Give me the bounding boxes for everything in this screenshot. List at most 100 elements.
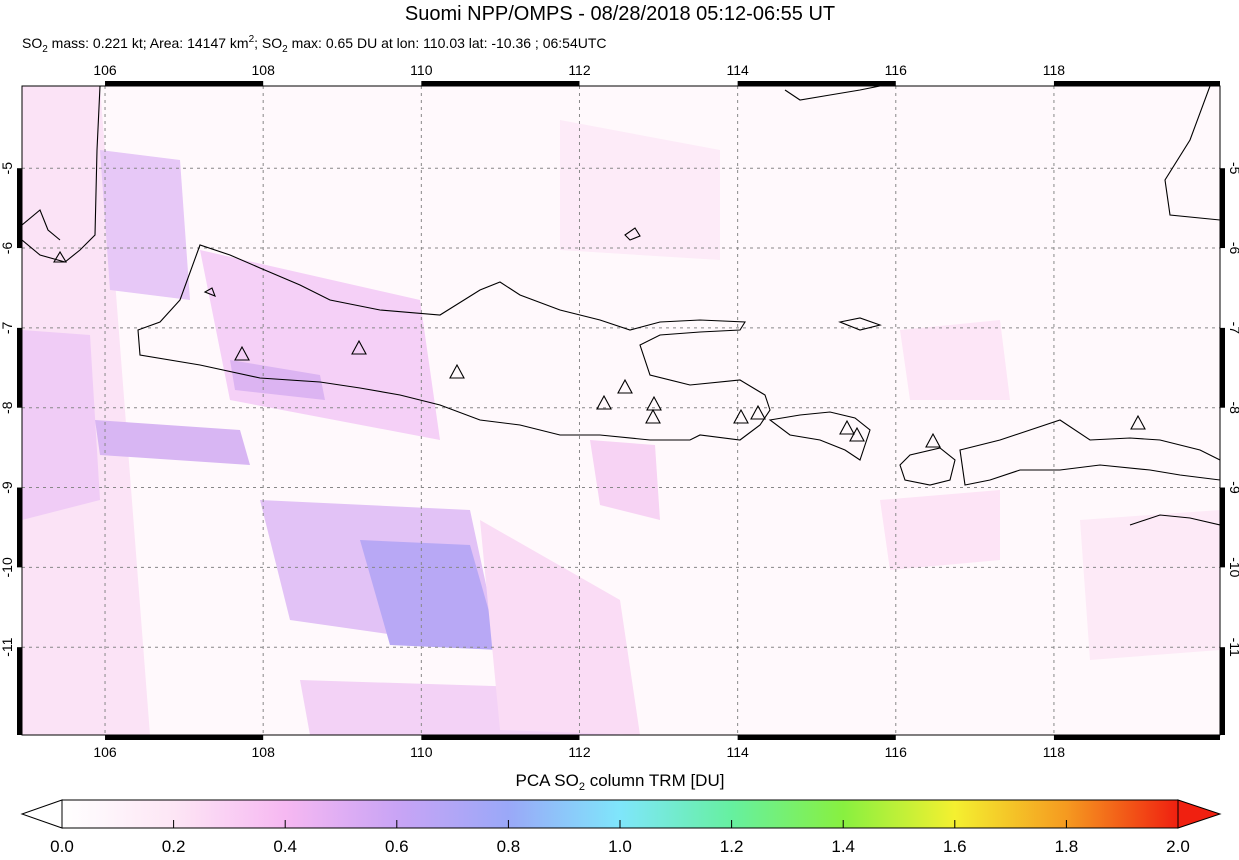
lat-label-left: -10 [0, 557, 15, 577]
volcano [596, 394, 612, 410]
subtitle-part: max: 0.65 DU at lon: 110.03 lat: -10.36 … [288, 35, 607, 51]
coastline [768, 411, 871, 461]
frame-bar [17, 168, 22, 249]
frame-bar [1220, 327, 1225, 408]
colorbar-tick-label: 0.6 [385, 837, 409, 855]
lon-label-top: 106 [93, 62, 117, 78]
colorbar-tick-label: 1.8 [1055, 837, 1079, 855]
coastline [838, 317, 882, 331]
lat-label-left: -11 [0, 637, 15, 656]
lat-label-right: -7 [1227, 322, 1239, 335]
frame-bar [1053, 81, 1220, 86]
volcano [646, 395, 662, 411]
subtitle: SO2 mass: 0.221 kt; Area: 14147 km2; SO2… [22, 34, 607, 55]
frame-bar [17, 487, 22, 568]
volcano [53, 250, 67, 263]
frame-bar [421, 81, 580, 86]
colorbar-under [20, 799, 63, 829]
coastline [22, 86, 101, 263]
lon-label-top: 118 [1043, 62, 1066, 78]
subtitle-part: 2 [249, 34, 255, 45]
frame-bar [105, 81, 264, 86]
colorbar-ticks: 0.0 0.2 0.4 0.6 0.8 1.0 1.2 1.4 1.6 1.8 2.0 [50, 820, 1190, 856]
frame-bars [17, 81, 1225, 740]
colorbar-label-part: 2 [579, 781, 585, 793]
lon-label-bottom: 110 [410, 744, 433, 760]
colorbar-label: PCA SO2 column TRM [DU] [516, 771, 725, 793]
frame-bar [737, 735, 896, 740]
frame-bar [1220, 487, 1225, 568]
volcano [645, 408, 661, 424]
volcano [733, 408, 749, 424]
volcano [849, 426, 865, 442]
lat-label-right: -9 [1227, 481, 1239, 494]
volcano [449, 363, 465, 379]
lon-label-bottom: 114 [726, 744, 749, 760]
colorbar-tick-label: 0.8 [497, 837, 521, 855]
lon-label-top: 108 [252, 62, 276, 78]
colorbar-tick-label: 0.4 [273, 837, 297, 855]
lat-label-left: -6 [0, 242, 15, 255]
coastline [1164, 86, 1220, 221]
lon-label-bottom: 108 [252, 744, 276, 760]
coastline [899, 447, 956, 486]
colorbar-tick-label: 1.2 [720, 837, 744, 855]
frame-bar [17, 327, 22, 408]
lon-label-bottom: 106 [93, 744, 117, 760]
lat-label-left: -8 [0, 401, 15, 414]
lon-label-bottom: 118 [1043, 744, 1066, 760]
volcanoes [53, 250, 1146, 448]
frame-bar [421, 735, 580, 740]
lon-label-bottom: 112 [568, 744, 591, 760]
volcano [750, 404, 766, 420]
lon-label-top: 116 [885, 62, 908, 78]
lon-label-top: 114 [726, 62, 749, 78]
lat-label-right: -5 [1227, 162, 1239, 175]
lon-label-bottom: 116 [885, 744, 908, 760]
subtitle-part: ; SO [254, 35, 282, 51]
colorbar-tick-label: 0.2 [162, 837, 186, 855]
volcano [617, 378, 633, 394]
volcano [351, 339, 367, 355]
colorbar-tick-label: 1.4 [831, 837, 855, 855]
lon-label-top: 112 [568, 62, 591, 78]
colorbar-over [1177, 799, 1222, 829]
colorbar-tick-label: 1.0 [608, 837, 632, 855]
lat-label-right: -8 [1227, 401, 1239, 414]
coastline [1129, 514, 1220, 526]
coastline [784, 86, 881, 101]
lat-label-right: -11 [1227, 638, 1239, 657]
coastline [137, 244, 771, 441]
axis-labels: 106 106 108 108 110 110 112 112 114 114 116 116 118 1… [0, 62, 1239, 760]
lat-label-right: -10 [1227, 557, 1239, 577]
grid [22, 86, 1220, 735]
subtitle-part: 2 [282, 44, 288, 55]
frame-bar [105, 735, 264, 740]
lon-label-top: 110 [410, 62, 433, 78]
colorbar-tick-label: 0.0 [50, 837, 74, 855]
lat-label-right: -6 [1227, 242, 1239, 255]
colorbar-label-part: column TRM [DU] [585, 771, 725, 790]
coastline [624, 227, 641, 241]
frame-bar [737, 81, 896, 86]
frame-bar [1053, 735, 1220, 740]
lat-label-left: -7 [0, 321, 15, 334]
frame-bar [1220, 168, 1225, 249]
coastlines [22, 86, 1220, 526]
frame-bar [1220, 647, 1225, 735]
subtitle-part: SO [22, 35, 42, 51]
so2-field [22, 86, 1220, 735]
colorbar-tick-label: 1.6 [943, 837, 967, 855]
subtitle-part: mass: 0.221 kt; Area: 14147 km [48, 35, 249, 51]
coastline [203, 287, 216, 297]
frame-bar [17, 647, 22, 735]
subtitle-part: 2 [42, 44, 48, 55]
volcano [234, 345, 250, 361]
map-frame [21, 85, 1221, 736]
volcano [1130, 414, 1146, 430]
volcano [925, 432, 941, 448]
title: Suomi NPP/OMPS - 08/28/2018 05:12-06:55 … [405, 3, 835, 25]
lat-label-left: -5 [0, 162, 15, 175]
coastline [959, 419, 1220, 486]
